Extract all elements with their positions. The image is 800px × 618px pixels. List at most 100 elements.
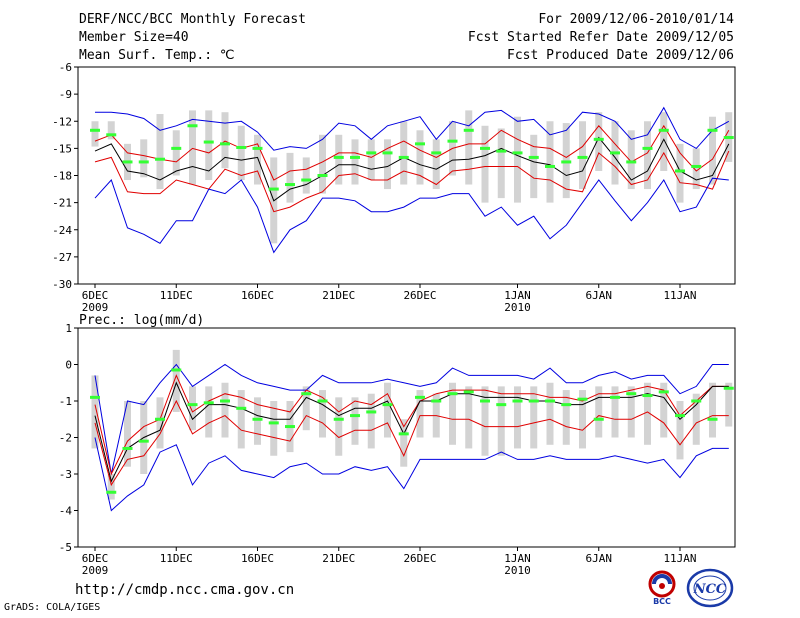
spread-box	[660, 382, 668, 438]
x-tick-label: 26DEC	[403, 289, 436, 302]
spread-box	[286, 152, 294, 203]
bcc-logo-dot	[659, 583, 665, 589]
spread-box	[205, 386, 213, 438]
grads-credit: GrADS: COLA/IGES	[4, 602, 101, 613]
spread-box	[546, 121, 554, 203]
median-marker	[610, 395, 620, 399]
x-tick-label: 16DEC	[241, 552, 274, 565]
spread-box	[449, 382, 456, 445]
spread-box	[319, 390, 326, 438]
spread-box	[189, 386, 196, 431]
spread-box	[595, 386, 603, 438]
spread-box	[400, 419, 408, 467]
median-marker	[187, 403, 198, 407]
spread-box	[709, 382, 716, 438]
median-marker	[431, 399, 442, 403]
median-marker	[333, 417, 344, 421]
y-tick-label: -5	[59, 541, 72, 554]
median-marker	[561, 160, 572, 164]
x-tick-label: 1JAN	[504, 552, 531, 565]
spread-box	[465, 110, 473, 185]
median-marker	[350, 414, 360, 418]
spread-box	[254, 397, 261, 445]
y-tick-label: 0	[65, 359, 72, 372]
median-marker	[691, 399, 702, 403]
median-marker	[268, 421, 279, 425]
median-marker	[642, 394, 653, 398]
median-marker	[593, 417, 604, 421]
spread-box	[302, 157, 310, 194]
median-marker	[220, 399, 230, 403]
median-marker	[723, 386, 734, 390]
y-tick-label: -12	[52, 115, 72, 128]
series-line-max	[94, 363, 729, 475]
series-line-min	[94, 177, 729, 254]
bcc-logo: BCC	[648, 570, 676, 606]
x-tick-label: 26DEC	[403, 552, 436, 565]
spread-box	[335, 397, 343, 456]
median-marker	[106, 490, 117, 494]
x-tick-label: 16DEC	[241, 289, 274, 302]
chart-title: DERF/NCC/BCC Monthly Forecast	[79, 12, 306, 27]
series-line-mean	[94, 381, 729, 483]
y-tick-label: -15	[52, 142, 72, 155]
spread-box	[530, 134, 538, 199]
y-tick-label: -24	[52, 224, 72, 237]
spread-box	[384, 139, 391, 190]
median-marker	[285, 183, 295, 187]
median-marker	[658, 390, 669, 394]
x-tick-label: 6DEC	[82, 552, 109, 565]
median-marker	[382, 403, 393, 407]
x-tick-label: 11JAN	[663, 289, 696, 302]
median-marker	[675, 169, 685, 173]
median-marker	[268, 187, 279, 191]
spread-box	[530, 386, 538, 449]
median-marker	[723, 136, 734, 140]
median-marker	[398, 432, 409, 436]
spread-box	[432, 139, 440, 190]
spread-box	[676, 143, 684, 203]
spread-box	[189, 110, 196, 185]
y-tick-label: -3	[59, 468, 72, 481]
spread-box	[351, 397, 359, 445]
x-tick-label: 11DEC	[160, 289, 193, 302]
spread-box	[595, 112, 603, 171]
median-marker	[236, 145, 247, 149]
median-marker	[138, 160, 149, 164]
median-marker	[382, 151, 393, 155]
spread-box	[676, 401, 684, 460]
y-tick-label: -9	[59, 88, 72, 101]
x-tick-label: 6JAN	[586, 552, 613, 565]
source-url[interactable]: http://cmdp.ncc.cma.gov.cn	[75, 582, 295, 598]
median-marker	[220, 142, 230, 146]
spread-box	[367, 139, 375, 181]
median-marker	[447, 139, 458, 143]
median-marker	[463, 390, 474, 394]
median-marker	[155, 157, 165, 161]
median-marker	[545, 399, 555, 403]
spread-box	[91, 121, 99, 147]
median-marker	[626, 160, 637, 164]
spread-box	[140, 139, 148, 178]
spread-box	[514, 386, 521, 449]
y-tick-label: -27	[52, 251, 72, 264]
series-line-minus_1sd	[94, 150, 730, 213]
median-marker	[317, 399, 328, 403]
median-marker	[707, 417, 718, 421]
x-tick-label: 1JAN	[504, 289, 531, 302]
spread-box	[367, 393, 375, 449]
x-tick-label: 11DEC	[160, 552, 193, 565]
y-tick-label: -21	[52, 197, 72, 210]
y-tick-label: -1	[59, 395, 72, 408]
median-marker	[90, 395, 100, 399]
spread-box	[644, 121, 651, 190]
y-tick-label: -6	[59, 61, 72, 74]
spread-box	[107, 121, 115, 140]
median-marker	[691, 164, 702, 168]
spread-box	[692, 148, 700, 190]
spread-box	[172, 349, 180, 412]
median-marker	[528, 399, 539, 403]
median-marker	[610, 151, 620, 155]
spread-box	[481, 386, 489, 456]
